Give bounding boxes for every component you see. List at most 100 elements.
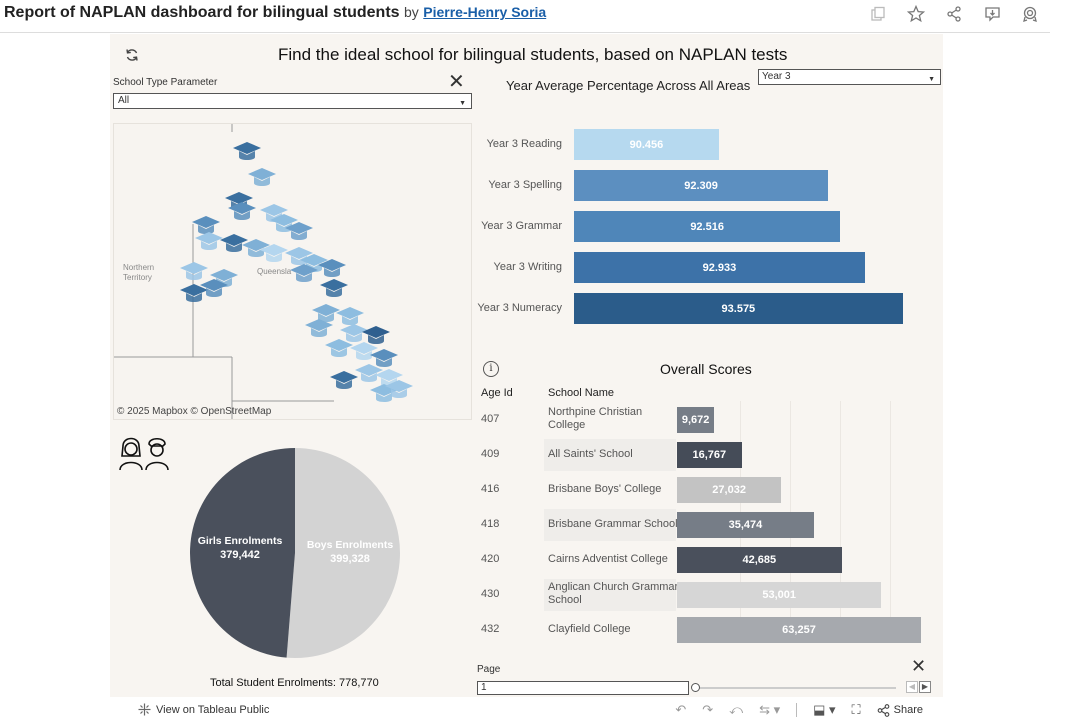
graduation-cap-icon[interactable] (329, 369, 359, 393)
revert-icon[interactable]: ⤺ (729, 702, 744, 717)
map-attribution: © 2025 Mapbox © OpenStreetMap (117, 406, 272, 417)
pie-slice-girls[interactable] (189, 448, 295, 658)
graduation-cap-icon[interactable] (304, 317, 334, 341)
header-divider (0, 32, 1050, 33)
share-network-icon[interactable] (944, 4, 964, 24)
share-button[interactable]: Share (877, 703, 923, 717)
year-bar-label: Year 3 Grammar (481, 220, 562, 232)
col-header-school: School Name (548, 387, 615, 399)
pie-slice-boys[interactable] (286, 448, 400, 658)
year-bar-label: Year 3 Reading (486, 138, 562, 150)
graduation-cap-icon[interactable] (324, 337, 354, 361)
star-icon[interactable] (906, 4, 926, 24)
report-title: Report of NAPLAN dashboard for bilingual… (4, 4, 546, 22)
copy-icon[interactable] (868, 4, 888, 24)
fullscreen-icon[interactable]: ⛶ (851, 702, 861, 717)
refresh-icon[interactable] (125, 48, 139, 67)
graduation-cap-icon[interactable] (232, 140, 262, 164)
students-icon (119, 437, 169, 471)
score-bar[interactable]: 53,001 (677, 582, 882, 608)
chevron-down-icon: ▼ (459, 100, 466, 107)
graduation-cap-icon[interactable] (269, 212, 299, 236)
year-select[interactable]: Year 3 ▼ (758, 69, 941, 85)
year-bar[interactable]: 92.309 (574, 170, 829, 201)
graduation-cap-icon[interactable] (361, 324, 391, 348)
year-bar[interactable]: 90.456 (574, 129, 719, 160)
score-bar[interactable]: 9,672 (677, 407, 715, 433)
year-bar[interactable]: 92.516 (574, 211, 841, 242)
graduation-cap-icon[interactable] (194, 230, 224, 254)
download-icon[interactable]: ⬓ ▾ (813, 702, 836, 717)
graduation-cap-icon[interactable] (247, 166, 277, 190)
view-on-tableau-link[interactable]: View on Tableau Public (138, 703, 269, 716)
page-label: Page (477, 664, 501, 675)
badge-icon[interactable] (1020, 4, 1040, 24)
graduation-cap-icon[interactable] (179, 260, 209, 284)
page-next-button[interactable]: ▶ (919, 681, 931, 693)
age-id-cell: 407 (481, 413, 500, 425)
report-title-text: Report of NAPLAN dashboard for bilingual… (4, 4, 400, 21)
graduation-cap-icon[interactable] (384, 378, 414, 402)
age-id-cell: 432 (481, 623, 500, 635)
school-type-select[interactable]: All ▼ (113, 93, 472, 109)
graduation-cap-icon[interactable] (319, 277, 349, 301)
graduation-cap-icon[interactable] (317, 257, 347, 281)
graduation-cap-icon[interactable] (354, 362, 384, 386)
close-icon[interactable]: ✕ (448, 71, 465, 93)
by-text: by (404, 4, 419, 20)
tableau-toolbar: View on Tableau Public ↶ ↷ ⤺ ⇆ ▾ ⬓ ▾ ⛶ S… (110, 697, 943, 725)
pie-label-boys-name: Boys Enrolments (307, 539, 394, 551)
author-link[interactable]: Pierre-Henry Soria (423, 4, 547, 20)
undo-icon[interactable]: ↶ (675, 702, 687, 717)
year-bar-label: Year 3 Writing (493, 261, 562, 273)
top-bar: Report of NAPLAN dashboard for bilingual… (0, 0, 1080, 32)
redo-icon[interactable]: ↷ (702, 702, 714, 717)
info-icon[interactable]: i (483, 361, 499, 377)
page-slider-track[interactable] (693, 687, 896, 689)
score-bar[interactable]: 27,032 (677, 477, 782, 503)
graduation-cap-icon[interactable] (259, 242, 289, 266)
score-bar[interactable]: 16,767 (677, 442, 742, 468)
page-prev-button[interactable]: ◀ (906, 681, 918, 693)
graduation-cap-icon[interactable] (199, 277, 229, 301)
score-bar[interactable]: 63,257 (677, 617, 921, 643)
graduation-cap-icon[interactable] (227, 200, 257, 224)
top-actions (868, 4, 1040, 24)
page-close-icon[interactable]: ✕ (911, 656, 927, 676)
graduation-cap-icon[interactable] (284, 245, 314, 269)
refresh-data-icon[interactable]: ⇆ ▾ (759, 702, 781, 717)
col-header-age: Age Id (481, 387, 513, 399)
comment-icon[interactable] (982, 4, 1002, 24)
graduation-cap-icon[interactable] (335, 305, 365, 329)
score-bar[interactable]: 42,685 (677, 547, 842, 573)
dashboard-title: Find the ideal school for bilingual stud… (278, 45, 788, 64)
graduation-cap-icon[interactable] (339, 322, 369, 346)
graduation-cap-icon[interactable] (191, 214, 221, 238)
border-line (231, 357, 334, 402)
age-id-cell: 420 (481, 553, 500, 565)
graduation-cap-icon[interactable] (311, 302, 341, 326)
graduation-cap-icon[interactable] (179, 282, 209, 306)
graduation-cap-icon[interactable] (219, 232, 249, 256)
page-input[interactable]: 1 (477, 681, 689, 695)
graduation-cap-icon[interactable] (349, 340, 379, 364)
year-bar[interactable]: 93.575 (574, 293, 903, 324)
school-map[interactable]: Northern Territory Queensla © 2025 Mapbo… (113, 123, 472, 420)
row-shade (544, 579, 676, 611)
toolbar-separator (796, 703, 798, 717)
pie-label-girls-value: 379,442 (220, 549, 260, 561)
map-label-qld: Queensla (257, 267, 292, 276)
graduation-cap-icon[interactable] (289, 262, 319, 286)
share-label: Share (893, 704, 923, 716)
gridline (840, 401, 841, 641)
graduation-cap-icon[interactable] (369, 347, 399, 371)
graduation-cap-icon[interactable] (241, 237, 271, 261)
dashboard: Find the ideal school for bilingual stud… (110, 34, 943, 697)
score-bar[interactable]: 35,474 (677, 512, 814, 538)
page-slider-handle[interactable] (691, 683, 700, 692)
school-name-cell: Brisbane Grammar School (548, 518, 678, 530)
graduation-cap-icon[interactable] (284, 220, 314, 244)
row-shade (544, 439, 676, 471)
year-bar[interactable]: 92.933 (574, 252, 865, 283)
school-type-label: School Type Parameter (113, 77, 218, 88)
